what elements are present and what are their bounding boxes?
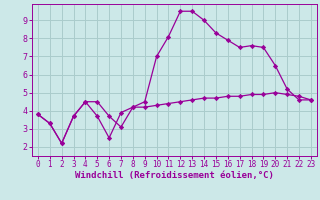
- X-axis label: Windchill (Refroidissement éolien,°C): Windchill (Refroidissement éolien,°C): [75, 171, 274, 180]
